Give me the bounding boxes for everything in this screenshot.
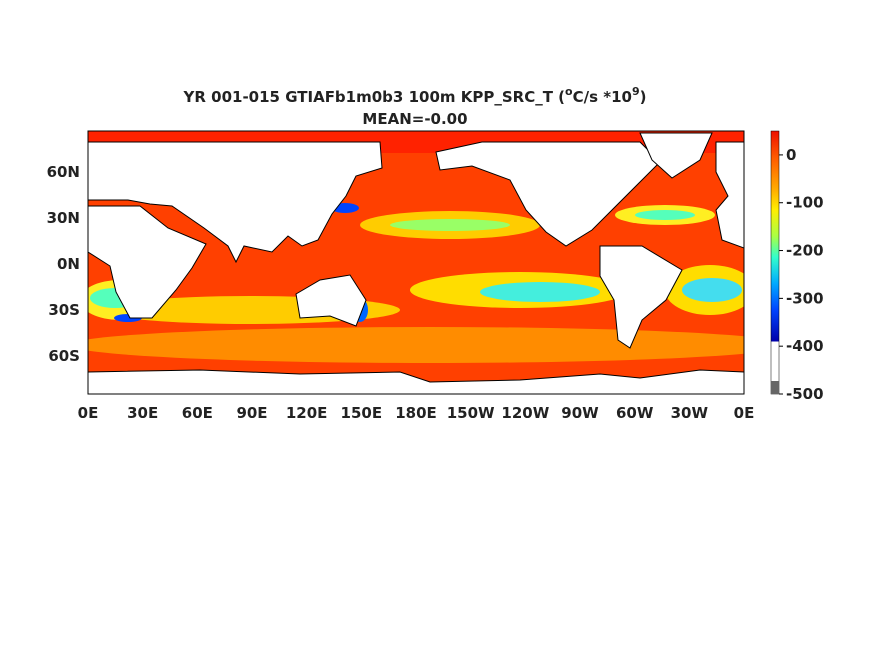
- australia: [295, 274, 367, 327]
- lon-label: 30E: [127, 404, 158, 422]
- lon-label: 90W: [561, 404, 599, 422]
- europe-west-africa: [715, 141, 744, 249]
- south-america: [599, 245, 683, 349]
- field-band: [88, 327, 744, 363]
- map-subtitle: MEAN=-0.00: [362, 110, 467, 128]
- title-superscript: o: [565, 85, 573, 98]
- colorbar-tick-label: -500: [786, 385, 824, 403]
- lon-label: 0E: [78, 404, 99, 422]
- map-field: [88, 131, 744, 394]
- field-band: [682, 278, 742, 302]
- africa: [88, 205, 207, 319]
- north-america: [435, 141, 661, 247]
- title-superscript: 9: [632, 85, 640, 98]
- lat-label: 0N: [57, 255, 80, 273]
- map-title: YR 001-015 GTIAFb1m0b3 100m KPP_SRC_T (o…: [183, 85, 647, 106]
- field-band: [480, 282, 600, 302]
- lat-label: 60N: [47, 163, 80, 181]
- colorbar-under: [771, 381, 779, 394]
- lon-label: 150E: [341, 404, 383, 422]
- title-text: ): [640, 88, 647, 106]
- greenland: [639, 132, 713, 179]
- colorbar: [770, 130, 780, 395]
- lon-label: 120E: [286, 404, 328, 422]
- axes: 60N 30N 0N 30S 60S 0E 30E 60E 90E 120E 150E 180E 150…: [47, 146, 824, 422]
- colorbar-tick-label: -400: [786, 337, 824, 355]
- colorbar-tick-label: -100: [786, 194, 824, 212]
- eurasia: [88, 141, 383, 264]
- colorbar-tick-label: -200: [786, 242, 824, 260]
- lat-label: 30N: [47, 209, 80, 227]
- colorbar-tick-label: 0: [786, 146, 796, 164]
- lon-label: 90E: [236, 404, 267, 422]
- lon-label: 120W: [501, 404, 549, 422]
- antarctica: [88, 369, 744, 394]
- lon-label: 30W: [671, 404, 709, 422]
- title-text: C/s *10: [573, 88, 632, 106]
- lon-label: 180E: [395, 404, 437, 422]
- map-frame: [87, 130, 745, 395]
- field-band: [635, 210, 695, 220]
- lon-label: 150W: [447, 404, 495, 422]
- lat-label: 60S: [48, 347, 80, 365]
- title-text: YR 001-015 GTIAFb1m0b3 100m KPP_SRC_T (: [183, 88, 566, 106]
- lon-label: 0E: [734, 404, 755, 422]
- field-band: [390, 219, 510, 231]
- colorbar-tick-label: -300: [786, 289, 824, 307]
- lat-label: 30S: [48, 301, 80, 319]
- lon-label: 60W: [616, 404, 654, 422]
- lon-label: 60E: [182, 404, 213, 422]
